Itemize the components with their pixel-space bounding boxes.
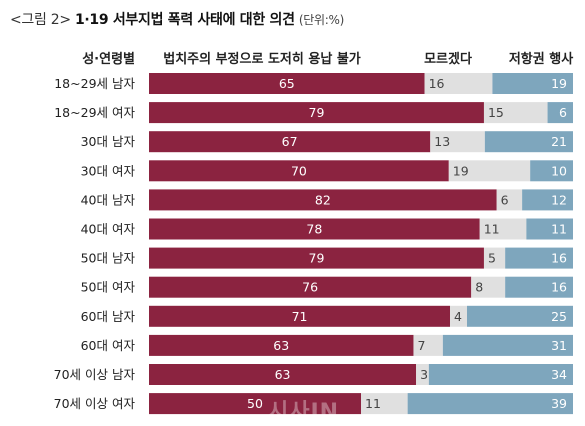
data-label-s3: 12 xyxy=(551,192,567,207)
bar-segment-s1 xyxy=(149,334,414,356)
category-label: 70세 이상 남자 xyxy=(54,367,136,382)
chart-title: <그림 2> 1·19 서부지법 폭력 사태에 대한 의견 (단위:%) xyxy=(10,9,344,29)
data-label-s3: 16 xyxy=(551,251,567,266)
bar-segment-s1 xyxy=(149,189,497,211)
data-label-s2: 16 xyxy=(429,76,445,91)
legend-header-1: 법치주의 부정으로 도저히 용납 불가 xyxy=(163,51,361,67)
category-label: 50대 남자 xyxy=(81,251,136,266)
unit-label: (단위:%) xyxy=(298,13,344,27)
data-label-s2: 13 xyxy=(434,134,450,149)
data-label-s3: 31 xyxy=(551,338,567,353)
data-label-s2: 7 xyxy=(417,338,425,353)
data-label-s3: 34 xyxy=(551,367,567,382)
category-label: 30대 여자 xyxy=(81,163,136,178)
category-label: 60대 여자 xyxy=(81,338,136,353)
bar-segment-s1 xyxy=(149,160,449,182)
bar-segment-s2 xyxy=(424,73,493,94)
bar-segment-s3 xyxy=(530,160,573,182)
data-label-s1: 71 xyxy=(292,309,308,324)
data-label-s1: 50 xyxy=(247,396,263,411)
bar-segment-s1 xyxy=(149,276,472,298)
bar-segment-s1 xyxy=(149,73,425,94)
bar-segment-s3 xyxy=(467,305,573,327)
bar-segment-s2 xyxy=(450,305,467,327)
data-label-s3: 16 xyxy=(551,280,567,295)
category-label: 50대 여자 xyxy=(81,280,136,295)
data-label-s2: 5 xyxy=(488,251,496,266)
data-label-s1: 65 xyxy=(279,76,295,91)
bar-segment-s1 xyxy=(149,218,480,240)
bar-segment-s2 xyxy=(361,393,408,415)
data-label-s3: 11 xyxy=(551,222,567,237)
bar-segment-s2 xyxy=(483,247,506,269)
data-label-s1: 82 xyxy=(315,192,331,207)
bar-segment-s2 xyxy=(430,131,485,153)
bar-segment-s2 xyxy=(483,102,548,124)
legend-header-3: 저항권 행사 xyxy=(509,51,573,67)
category-label: 18~29세 여자 xyxy=(54,105,135,120)
data-label-s2: 6 xyxy=(501,192,509,207)
bar-segment-s1 xyxy=(149,131,431,153)
category-label: 40대 여자 xyxy=(81,222,136,237)
bar-segment-s3 xyxy=(526,218,573,240)
category-label: 70세 이상 여자 xyxy=(54,396,136,411)
data-label-s3: 39 xyxy=(551,396,567,411)
bar-segment-s2 xyxy=(471,276,506,298)
bar-segment-s1 xyxy=(149,364,417,385)
data-label-s2: 8 xyxy=(475,280,483,295)
data-label-s2: 3 xyxy=(420,367,428,382)
data-label-s1: 76 xyxy=(302,280,318,295)
data-label-s3: 21 xyxy=(551,134,567,149)
bar-segment-s2 xyxy=(416,364,429,385)
bar-segment-s1 xyxy=(149,305,451,327)
bar-segment-s1 xyxy=(149,247,484,269)
data-label-s1: 70 xyxy=(291,163,307,178)
category-header: 성·연령별 xyxy=(82,51,135,67)
category-label: 40대 남자 xyxy=(81,192,136,207)
data-label-s2: 11 xyxy=(484,222,500,237)
bar-segment-s2 xyxy=(479,218,527,240)
legend-header-2: 모르겠다 xyxy=(424,51,472,67)
category-label: 18~29세 남자 xyxy=(54,76,135,91)
data-label-s3: 19 xyxy=(551,76,567,91)
chart-main-title: 1·19 서부지법 폭력 사태에 대한 의견 xyxy=(74,12,295,28)
data-label-s1: 79 xyxy=(309,251,325,266)
data-label-s3: 10 xyxy=(551,163,567,178)
bar-segment-s3 xyxy=(547,102,573,124)
bar-segment-s3 xyxy=(428,364,573,385)
bar-segment-s3 xyxy=(407,393,573,415)
data-label-s2: 15 xyxy=(488,105,504,120)
data-label-s2: 4 xyxy=(454,309,462,324)
category-label: 30대 남자 xyxy=(81,134,136,149)
figure-number: <그림 2> xyxy=(10,12,71,28)
data-label-s1: 67 xyxy=(282,134,298,149)
data-label-s2: 19 xyxy=(453,163,469,178)
bar-segment-s2 xyxy=(413,334,443,356)
bar-segment-s3 xyxy=(442,334,573,356)
watermark: 시사IN xyxy=(268,400,340,425)
data-label-s1: 79 xyxy=(309,105,325,120)
bar-segment-s1 xyxy=(149,393,361,415)
data-label-s1: 63 xyxy=(273,338,289,353)
bar-segment-s2 xyxy=(448,160,531,182)
bar-segment-s3 xyxy=(505,276,573,298)
data-label-s1: 63 xyxy=(275,367,291,382)
data-label-s2: 11 xyxy=(365,396,381,411)
data-label-s3: 25 xyxy=(551,309,567,324)
bar-segment-s3 xyxy=(484,131,573,153)
bar-segment-s2 xyxy=(496,189,523,211)
data-label-s3: 6 xyxy=(559,105,567,120)
bar-segment-s3 xyxy=(505,247,573,269)
bar-segment-s1 xyxy=(149,102,484,124)
data-label-s1: 78 xyxy=(306,222,322,237)
category-label: 60대 남자 xyxy=(81,309,136,324)
bar-segment-s3 xyxy=(492,73,573,94)
bar-segment-s3 xyxy=(522,189,573,211)
